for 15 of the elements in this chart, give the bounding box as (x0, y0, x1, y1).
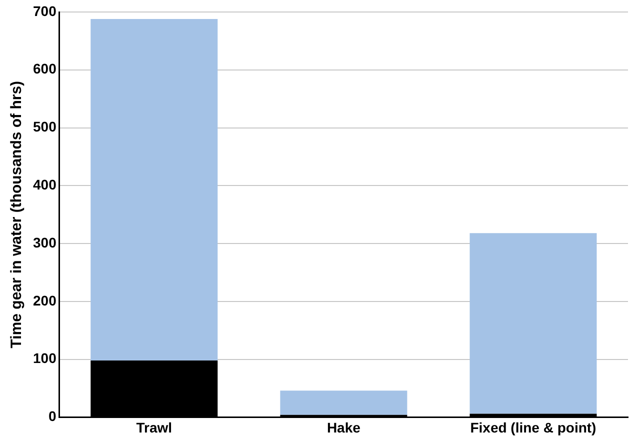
bar (470, 233, 597, 414)
y-tick-label: 0 (48, 408, 57, 424)
y-tick-label: 300 (33, 234, 57, 250)
x-tick-label: Hake (326, 419, 361, 436)
x-tick-label: Fixed (line & point) (470, 419, 596, 436)
y-tick-label: 700 (33, 2, 57, 19)
bar (90, 18, 218, 360)
x-tick-label: Trawl (136, 419, 172, 436)
y-tick-label: 500 (33, 118, 57, 135)
y-tick-label: 600 (33, 60, 57, 77)
y-axis-title: Time gear in water (thousands of hrs) (8, 80, 26, 348)
y-tick-label: 100 (33, 350, 57, 366)
y-tick-label: 400 (33, 176, 57, 193)
y-tick-label: 200 (33, 292, 57, 308)
bar (280, 390, 408, 415)
